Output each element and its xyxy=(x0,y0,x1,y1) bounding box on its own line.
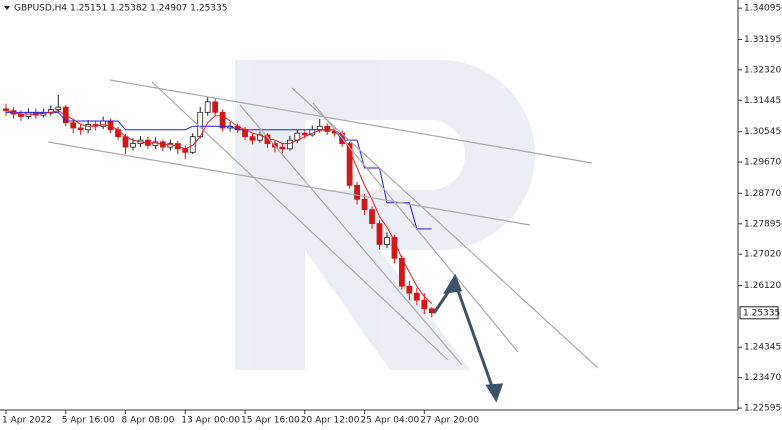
trend-line xyxy=(239,104,463,366)
candle-body xyxy=(301,132,308,136)
indicator-line xyxy=(6,111,432,230)
watermark xyxy=(235,60,535,370)
symbol-menu-icon[interactable] xyxy=(4,6,10,10)
candle-body xyxy=(3,108,9,111)
y-tick-label: 1.30545 xyxy=(744,127,781,137)
candle-body xyxy=(286,139,293,150)
candle-body xyxy=(70,122,77,129)
trend-line xyxy=(109,79,593,164)
arrow-head xyxy=(485,383,504,403)
y-tick-label: 1.32320 xyxy=(744,65,781,75)
trend-line xyxy=(312,102,519,353)
y-tick-label: 1.22595 xyxy=(744,404,781,414)
y-tick-label: 1.34095 xyxy=(744,4,781,14)
chart-title: GBPUSD,H4 1.25151 1.25382 1.24907 1.2533… xyxy=(14,4,227,14)
candle-body xyxy=(279,146,286,150)
candle-body xyxy=(100,120,107,127)
trend-line xyxy=(151,81,449,361)
trend-line xyxy=(47,141,531,226)
arrow-head xyxy=(443,273,463,294)
candle-body xyxy=(204,101,211,113)
x-tick-label: 5 Apr 16:00 xyxy=(62,416,115,426)
y-tick-label: 1.23470 xyxy=(744,373,781,383)
candle-body xyxy=(354,184,360,200)
y-tick-label: 1.31445 xyxy=(744,96,781,106)
candle-body xyxy=(55,106,62,110)
y-tick-label: 1.26120 xyxy=(744,281,781,291)
candle-body xyxy=(421,299,428,310)
x-tick-label: 25 Apr 04:00 xyxy=(361,416,420,426)
x-tick-label: 1 Apr 2022 xyxy=(2,416,52,426)
candle-body xyxy=(62,106,69,124)
x-tick-label: 15 Apr 16:00 xyxy=(241,416,300,426)
forecast-arrow xyxy=(432,273,504,403)
candle-body xyxy=(369,209,375,225)
y-tick-label: 1.27020 xyxy=(744,250,781,260)
watermark-stem xyxy=(235,60,305,370)
y-tick-label: 1.27895 xyxy=(744,219,781,229)
candle-body xyxy=(316,125,323,131)
indicator-line xyxy=(5,110,433,304)
plot-area xyxy=(3,94,435,318)
candle-body xyxy=(85,124,92,131)
y-tick-label: 1.28770 xyxy=(744,189,781,199)
x-tick-label: 8 Apr 08:00 xyxy=(122,416,175,426)
candle-body xyxy=(212,101,219,113)
candle-body xyxy=(361,198,368,211)
x-tick-label: 20 Apr 12:00 xyxy=(301,416,360,426)
candle-body xyxy=(346,143,353,186)
candle-body xyxy=(376,223,383,245)
x-tick-label: 13 Apr 00:00 xyxy=(181,416,240,426)
candle-body xyxy=(130,143,136,148)
candle-body xyxy=(384,237,390,245)
watermark-bowl xyxy=(305,60,535,370)
candle-body xyxy=(324,125,331,132)
candle-body xyxy=(77,127,84,131)
y-tick-label: 1.24345 xyxy=(744,343,781,353)
y-tick-label: 1.29670 xyxy=(744,158,781,168)
candle-body xyxy=(189,136,196,153)
candle-body xyxy=(406,285,413,294)
trend-line xyxy=(291,87,599,369)
x-tick-label: 27 Apr 20:00 xyxy=(420,416,479,426)
candle-body xyxy=(219,111,226,129)
y-tick-label: 1.33195 xyxy=(744,35,781,45)
candle-body xyxy=(249,136,256,141)
price-tag: 1.25335 xyxy=(743,308,780,318)
candle-body xyxy=(413,292,420,301)
price-tag-box xyxy=(739,306,779,320)
trend-lines xyxy=(47,79,599,369)
candle-body xyxy=(122,136,129,148)
